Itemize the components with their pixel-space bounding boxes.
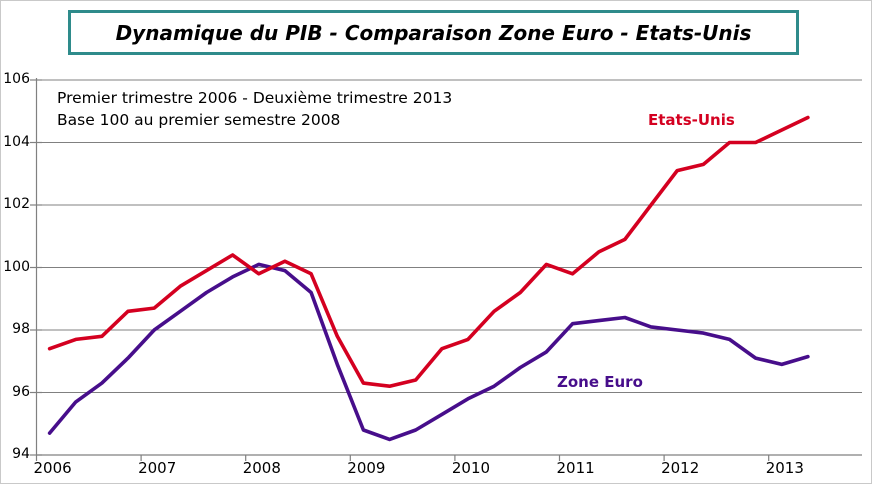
chart-subtitle: Premier trimestre 2006 - Deuxième trimes… — [57, 87, 452, 131]
y-tick-label: 94 — [12, 446, 30, 462]
chart-title: Dynamique du PIB - Comparaison Zone Euro… — [115, 20, 752, 45]
x-tick-label: 2006 — [33, 459, 72, 477]
y-tick-label: 100 — [3, 258, 30, 275]
y-tick-label: 104 — [3, 133, 30, 150]
subtitle-line-1: Premier trimestre 2006 - Deuxième trimes… — [57, 89, 453, 107]
y-tick-label: 96 — [12, 383, 30, 400]
x-tick-label: 2009 — [347, 459, 386, 477]
subtitle-line-2: Base 100 au premier semestre 2008 — [57, 111, 341, 129]
x-tick-label: 2013 — [765, 459, 804, 477]
x-tick-label: 2007 — [138, 459, 177, 477]
x-tick-label: 2011 — [556, 459, 595, 477]
x-tick-label: 2010 — [451, 459, 491, 477]
series-label-etats-unis: Etats-Unis — [648, 111, 735, 129]
chart-title-box: Dynamique du PIB - Comparaison Zone Euro… — [68, 10, 799, 55]
y-tick-label: 106 — [3, 71, 30, 87]
series-label-zone-euro: Zone Euro — [557, 373, 643, 391]
y-tick-label: 102 — [3, 196, 30, 212]
x-tick-label: 2008 — [242, 459, 281, 477]
y-tick-label: 98 — [12, 321, 30, 337]
x-tick-label: 2012 — [661, 459, 700, 477]
